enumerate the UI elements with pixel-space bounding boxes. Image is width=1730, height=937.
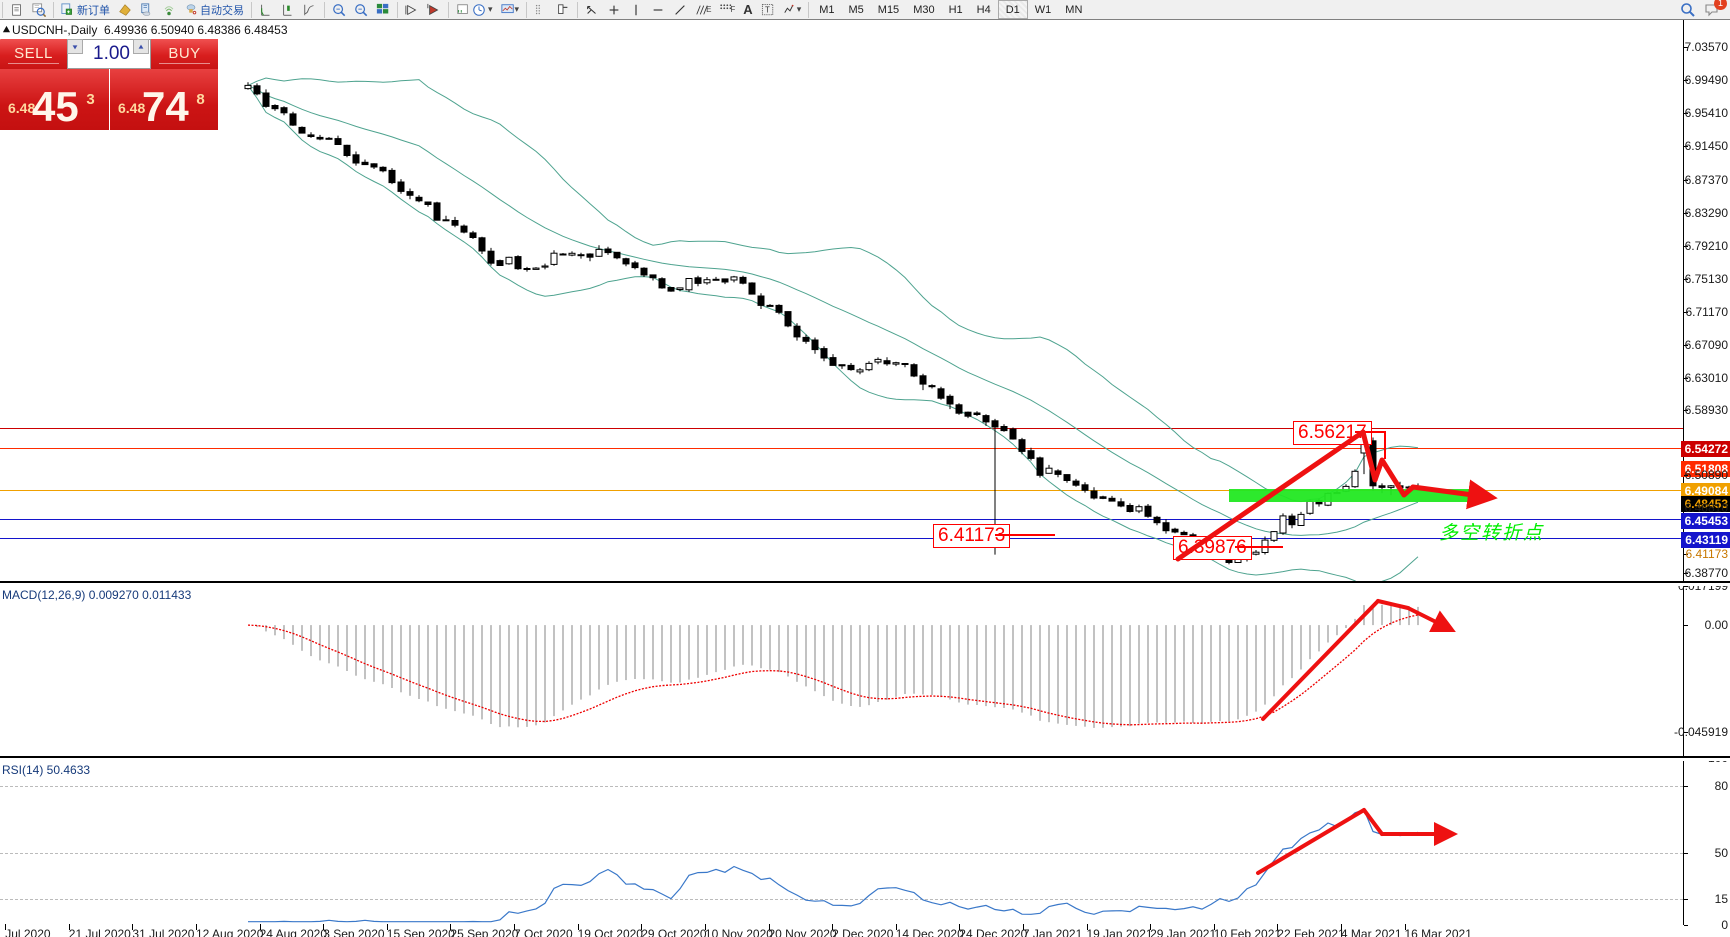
- svg-text:T: T: [765, 5, 770, 14]
